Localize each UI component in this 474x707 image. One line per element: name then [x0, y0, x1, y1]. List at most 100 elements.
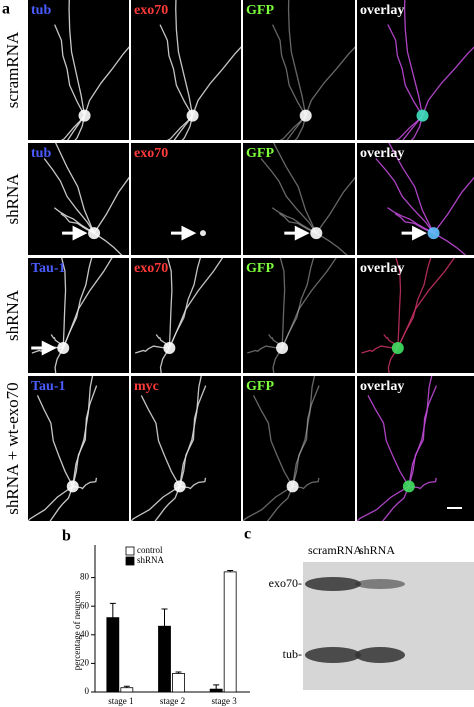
arrow	[62, 225, 88, 241]
band	[355, 579, 405, 589]
neurite	[72, 385, 98, 487]
neurite	[433, 176, 474, 234]
channel-label: Tau-1	[31, 379, 66, 394]
neurite	[279, 115, 307, 140]
neuron	[243, 376, 320, 521]
neuron	[271, 0, 355, 140]
soma	[402, 480, 415, 493]
neurite	[403, 0, 424, 116]
neurite	[279, 213, 317, 234]
neuron	[131, 376, 207, 521]
neurite	[315, 232, 348, 255]
neurite	[53, 207, 95, 234]
x-tick-label: stage 3	[212, 696, 238, 706]
y-tick-label: 60	[80, 600, 90, 610]
soma	[88, 227, 101, 240]
neuron	[387, 0, 474, 140]
y-tick-label: 40	[80, 629, 90, 639]
bar	[223, 571, 237, 693]
neurite	[159, 347, 170, 373]
x-tick-label: stage 2	[160, 696, 185, 706]
neurite	[247, 345, 283, 354]
neurite	[357, 485, 410, 521]
soma	[299, 109, 312, 122]
channel-label: GFP	[246, 146, 274, 161]
channel-label: exo70	[134, 146, 168, 161]
neurite	[54, 24, 86, 116]
neurite	[433, 232, 467, 255]
micrograph	[243, 0, 355, 140]
micrograph	[243, 258, 355, 373]
neuron	[361, 258, 455, 373]
neurite	[388, 143, 435, 234]
micrograph	[357, 258, 474, 373]
neurite	[315, 176, 355, 234]
neuron	[199, 230, 206, 237]
neurite	[179, 477, 207, 490]
neurite	[252, 395, 294, 487]
neurite	[28, 485, 74, 521]
neurite	[291, 376, 316, 487]
arrow	[401, 225, 427, 241]
panel-label: b	[62, 528, 71, 545]
band-label: tub-	[283, 647, 302, 661]
neurite	[286, 115, 307, 140]
channel-label: exo70	[134, 261, 168, 276]
neurite	[272, 347, 283, 373]
neurite	[93, 232, 123, 255]
error-bar	[213, 684, 220, 690]
soma	[163, 342, 176, 355]
soma	[57, 342, 70, 355]
y-tick-label: 0	[85, 686, 90, 696]
neurite	[271, 24, 307, 116]
y-axis-label: percentage of neurons	[72, 590, 82, 670]
neurite	[155, 334, 170, 349]
error-bar	[161, 608, 168, 627]
neurite	[55, 143, 95, 234]
neuron	[54, 0, 129, 140]
channel-label: exo70	[134, 3, 168, 18]
arrow	[284, 225, 310, 241]
neurite	[408, 376, 433, 487]
lane-label: scramRNA	[308, 543, 362, 557]
band	[355, 647, 405, 663]
neurite	[395, 115, 423, 140]
neurite	[408, 477, 437, 490]
neurite	[402, 115, 424, 140]
neurite	[166, 115, 194, 140]
neurite	[175, 0, 194, 116]
neuron	[375, 143, 474, 255]
micrograph	[131, 0, 241, 140]
neurite	[43, 158, 95, 234]
neuron	[159, 0, 241, 140]
legend-label: shRNA	[137, 555, 165, 565]
neurite	[72, 477, 98, 490]
neurite	[60, 213, 95, 234]
micrograph	[357, 376, 474, 521]
neurite	[93, 176, 129, 234]
channel-label: Tau-1	[31, 261, 66, 276]
neurite	[421, 46, 474, 116]
panel-label: a	[2, 1, 10, 18]
band	[305, 577, 361, 591]
neurite	[279, 258, 286, 349]
neurite	[173, 115, 194, 140]
neurite	[140, 395, 181, 487]
neurite	[260, 158, 317, 234]
neurite	[67, 115, 86, 140]
neurite	[191, 46, 241, 116]
neurite	[381, 486, 410, 521]
neurite	[410, 115, 424, 140]
channel-label: overlay	[360, 379, 404, 394]
soma	[199, 230, 206, 237]
neurite	[36, 395, 74, 487]
micrograph	[28, 376, 129, 521]
neuron	[28, 376, 98, 521]
neurite	[292, 477, 320, 490]
micrograph	[243, 376, 355, 521]
neurite	[305, 46, 355, 116]
row-label: shRNA	[3, 173, 22, 225]
soma	[78, 109, 91, 122]
arrow	[31, 340, 57, 356]
